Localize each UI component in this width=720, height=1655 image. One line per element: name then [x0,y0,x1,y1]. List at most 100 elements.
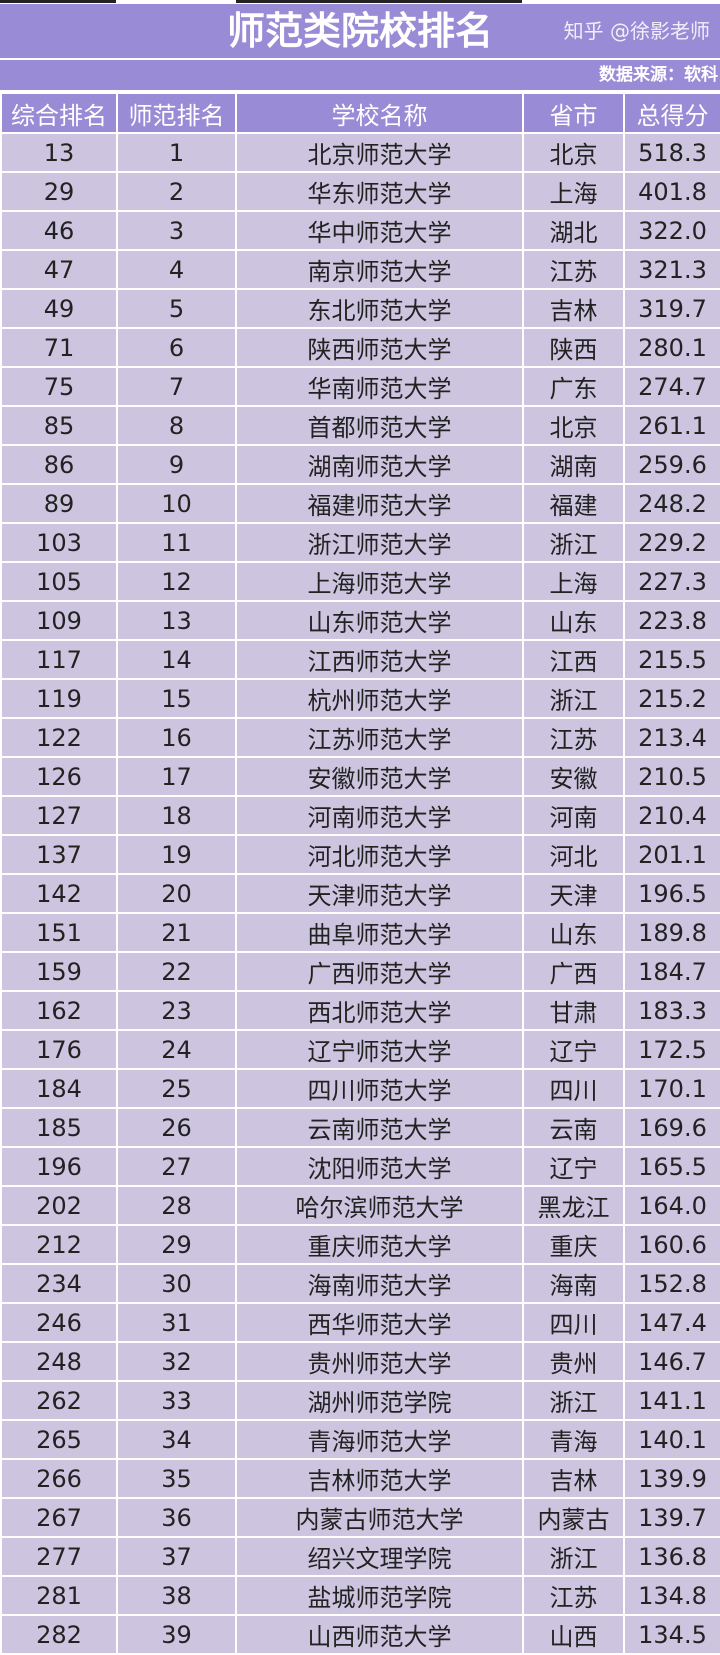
cell-score: 183.3 [623,990,720,1031]
cell-overall-rank: 86 [0,444,118,485]
cell-score: 147.4 [623,1302,720,1343]
cell-province: 山东 [522,600,625,641]
cell-province: 河北 [522,834,625,875]
cell-normal-rank: 6 [116,327,237,368]
cell-overall-rank: 85 [0,405,118,446]
cell-province: 上海 [522,171,625,212]
cell-overall-rank: 109 [0,600,118,641]
cell-province: 甘肃 [522,990,625,1031]
cell-province: 河南 [522,795,625,836]
cell-score: 172.5 [623,1029,720,1070]
header-school-name: 学校名称 [235,92,524,134]
cell-school-name: 山东师范大学 [235,600,524,641]
table-row: 137 19 河北师范大学 河北 201.1 [0,834,720,875]
cell-score: 152.8 [623,1263,720,1304]
cell-normal-rank: 38 [116,1575,237,1616]
cell-normal-rank: 39 [116,1614,237,1655]
cell-school-name: 四川师范大学 [235,1068,524,1109]
cell-overall-rank: 265 [0,1419,118,1460]
table-row: 248 32 贵州师范大学 贵州 146.7 [0,1341,720,1382]
cell-school-name: 西北师范大学 [235,990,524,1031]
cell-normal-rank: 27 [116,1146,237,1187]
cell-overall-rank: 212 [0,1224,118,1265]
cell-overall-rank: 47 [0,249,118,290]
cell-score: 196.5 [623,873,720,914]
cell-overall-rank: 105 [0,561,118,602]
cell-overall-rank: 49 [0,288,118,329]
cell-province: 广西 [522,951,625,992]
cell-overall-rank: 196 [0,1146,118,1187]
cell-overall-rank: 277 [0,1536,118,1577]
cell-normal-rank: 37 [116,1536,237,1577]
cell-school-name: 杭州师范大学 [235,678,524,719]
header-row: 综合排名 师范排名 学校名称 省市 总得分 [0,92,720,134]
cell-score: 213.4 [623,717,720,758]
cell-province: 辽宁 [522,1029,625,1070]
cell-normal-rank: 31 [116,1302,237,1343]
cell-overall-rank: 176 [0,1029,118,1070]
cell-score: 184.7 [623,951,720,992]
table-row: 142 20 天津师范大学 天津 196.5 [0,873,720,914]
table-row: 13 1 北京师范大学 北京 518.3 [0,132,720,173]
table-row: 159 22 广西师范大学 广西 184.7 [0,951,720,992]
cell-province: 上海 [522,561,625,602]
cell-school-name: 海南师范大学 [235,1263,524,1304]
cell-province: 北京 [522,132,625,173]
cell-score: 210.5 [623,756,720,797]
cell-province: 安徽 [522,756,625,797]
cell-province: 青海 [522,1419,625,1460]
cell-overall-rank: 89 [0,483,118,524]
table-row: 267 36 内蒙古师范大学 内蒙古 139.7 [0,1497,720,1538]
cell-score: 518.3 [623,132,720,173]
cell-province: 贵州 [522,1341,625,1382]
cell-school-name: 绍兴文理学院 [235,1536,524,1577]
cell-province: 吉林 [522,288,625,329]
cell-province: 广东 [522,366,625,407]
table-row: 86 9 湖南师范大学 湖南 259.6 [0,444,720,485]
table-row: 185 26 云南师范大学 云南 169.6 [0,1107,720,1148]
table-row: 234 30 海南师范大学 海南 152.8 [0,1263,720,1304]
cell-score: 146.7 [623,1341,720,1382]
cell-school-name: 湖州师范学院 [235,1380,524,1421]
cell-province: 浙江 [522,678,625,719]
table-row: 46 3 华中师范大学 湖北 322.0 [0,210,720,251]
cell-province: 江苏 [522,1575,625,1616]
cell-overall-rank: 185 [0,1107,118,1148]
table-row: 105 12 上海师范大学 上海 227.3 [0,561,720,602]
cell-score: 321.3 [623,249,720,290]
table-row: 85 8 首都师范大学 北京 261.1 [0,405,720,446]
table-row: 265 34 青海师范大学 青海 140.1 [0,1419,720,1460]
cell-normal-rank: 21 [116,912,237,953]
table-row: 127 18 河南师范大学 河南 210.4 [0,795,720,836]
cell-overall-rank: 142 [0,873,118,914]
cell-overall-rank: 126 [0,756,118,797]
cell-score: 229.2 [623,522,720,563]
cell-school-name: 江西师范大学 [235,639,524,680]
cell-score: 223.8 [623,600,720,641]
cell-province: 吉林 [522,1458,625,1499]
cell-score: 215.2 [623,678,720,719]
cell-province: 湖南 [522,444,625,485]
cell-overall-rank: 103 [0,522,118,563]
cell-province: 辽宁 [522,1146,625,1187]
cell-school-name: 北京师范大学 [235,132,524,173]
top-edge [0,0,720,4]
cell-score: 139.7 [623,1497,720,1538]
table-row: 75 7 华南师范大学 广东 274.7 [0,366,720,407]
cell-normal-rank: 20 [116,873,237,914]
cell-normal-rank: 33 [116,1380,237,1421]
cell-normal-rank: 15 [116,678,237,719]
cell-normal-rank: 24 [116,1029,237,1070]
cell-province: 重庆 [522,1224,625,1265]
cell-overall-rank: 159 [0,951,118,992]
cell-score: 189.8 [623,912,720,953]
cell-score: 215.5 [623,639,720,680]
cell-score: 259.6 [623,444,720,485]
cell-school-name: 河南师范大学 [235,795,524,836]
table-row: 109 13 山东师范大学 山东 223.8 [0,600,720,641]
cell-normal-rank: 1 [116,132,237,173]
cell-province: 海南 [522,1263,625,1304]
cell-score: 201.1 [623,834,720,875]
table-row: 281 38 盐城师范学院 江苏 134.8 [0,1575,720,1616]
cell-school-name: 贵州师范大学 [235,1341,524,1382]
